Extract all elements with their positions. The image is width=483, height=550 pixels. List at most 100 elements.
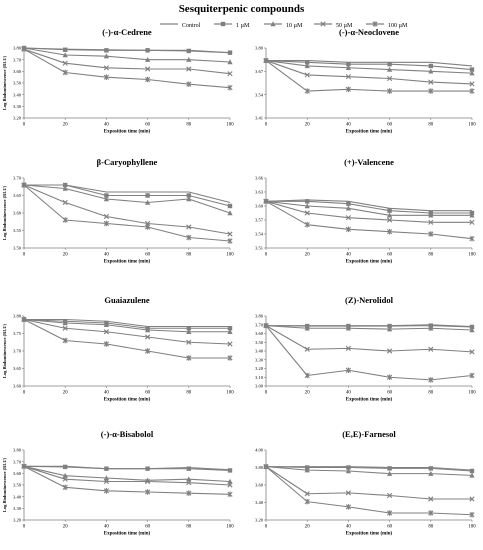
y-tick-label: 3.80 — [13, 448, 22, 453]
data-point — [345, 64, 351, 70]
legend-label: 100 µM — [388, 23, 408, 29]
data-point — [345, 325, 351, 331]
x-tick-label: 100 — [226, 253, 234, 258]
data-point — [387, 348, 393, 354]
x-tick-label: 20 — [63, 253, 68, 258]
series-line — [23, 465, 231, 471]
data-point — [62, 60, 68, 66]
data-point — [62, 199, 68, 206]
series-line — [265, 60, 473, 71]
data-point — [387, 510, 393, 516]
y-tick-label: 3.30 — [255, 357, 264, 362]
series-line — [265, 60, 473, 85]
data-point — [103, 488, 109, 494]
x-tick-label: 80 — [428, 525, 433, 530]
data-point — [63, 182, 68, 188]
data-point — [304, 491, 310, 497]
x-tick-label: 40 — [104, 391, 109, 396]
y-tick-label: 3.60 — [13, 384, 22, 389]
series-line — [265, 200, 473, 240]
y-tick-label: 3.50 — [13, 81, 22, 86]
y-tick-label: 3.75 — [13, 331, 22, 336]
chart-panel: (Z)-Nerolidol 3.00 3.10 3.20 3.30 3.40 3.50 3.6… — [255, 295, 476, 403]
x-tick-label: 0 — [265, 123, 268, 128]
data-point — [103, 321, 109, 327]
data-point — [304, 210, 310, 216]
x-tick-label: 20 — [305, 253, 310, 258]
x-tick-label: 20 — [305, 525, 310, 530]
data-point — [428, 496, 434, 502]
data-point — [186, 328, 192, 334]
data-point — [186, 234, 192, 241]
y-tick-label: 3.60 — [255, 331, 264, 336]
series — [263, 198, 475, 242]
x-tick-label: 20 — [63, 123, 68, 128]
y-tick-label: 3.70 — [255, 322, 264, 327]
x-tick-label: 40 — [346, 391, 351, 396]
series-line — [23, 47, 231, 54]
data-point — [304, 346, 310, 352]
data-point — [145, 193, 150, 198]
legend-label: 1 µM — [236, 23, 250, 29]
data-point — [469, 235, 475, 242]
data-point — [263, 463, 269, 470]
series — [21, 182, 233, 244]
x-tick-label: 40 — [104, 123, 109, 128]
series — [263, 464, 475, 502]
data-point — [103, 478, 109, 485]
y-tick-label: 3.66 — [255, 176, 264, 181]
x-tick-label: 80 — [428, 391, 433, 396]
data-point — [428, 212, 434, 218]
data-point — [387, 374, 393, 381]
data-point — [304, 372, 310, 379]
data-point — [186, 355, 192, 361]
series — [21, 46, 233, 91]
x-tick-label: 60 — [145, 123, 150, 128]
chart-panel: (E,E)-Farnesol 3.20 3.40 3.60 3.80 4.00 0 20 40 6… — [255, 429, 476, 537]
legend-item: 50 µM — [314, 21, 353, 29]
series-line — [265, 466, 473, 476]
x-tick-label: 100 — [226, 391, 234, 396]
series — [263, 199, 475, 216]
series — [21, 463, 233, 488]
y-tick-label: 3.57 — [255, 218, 264, 223]
data-point — [428, 470, 434, 476]
panel-title: (-)-α-Cedrene — [102, 27, 152, 37]
data-point — [263, 322, 269, 329]
data-point — [345, 86, 351, 93]
x-tick-label: 40 — [346, 525, 351, 530]
data-point — [428, 325, 434, 331]
data-point — [387, 326, 393, 332]
data-point — [469, 511, 475, 518]
x-tick-label: 80 — [186, 253, 191, 258]
y-tick-label: 3.60 — [13, 69, 22, 74]
series-line — [266, 466, 473, 471]
x-tick-label: 100 — [468, 253, 476, 258]
data-point — [227, 491, 233, 498]
x-tick-label: 100 — [468, 123, 476, 128]
data-point — [21, 46, 27, 52]
data-point — [62, 337, 68, 344]
data-point — [227, 328, 233, 334]
chart-panel: (-)-α-Cedrene 3.20 3.30 3.40 3.50 3.60 3.70 3.8… — [2, 27, 234, 135]
data-point — [304, 203, 310, 209]
data-point — [469, 372, 475, 379]
y-tick-label: 3.80 — [255, 314, 264, 319]
data-point — [469, 219, 475, 225]
data-point — [387, 61, 392, 67]
data-point — [304, 88, 310, 94]
data-point — [103, 341, 109, 347]
data-point — [145, 224, 151, 230]
y-tick-label: 3.41 — [255, 116, 263, 121]
x-tick-label: 0 — [23, 253, 26, 258]
series — [263, 57, 475, 76]
data-point — [186, 81, 192, 87]
legend: Control 1 µM 10 µM 50 µM 100 µM — [0, 18, 483, 30]
chart-panel: (-)-α-Neoclovene 3.41 3.54 3.67 3.80 0 20 40 60 8… — [255, 27, 476, 135]
x-tick-label: 80 — [186, 123, 191, 128]
legend-item: 1 µM — [214, 21, 250, 29]
legend-label: 50 µM — [336, 23, 353, 29]
data-point — [227, 50, 233, 55]
data-point — [227, 482, 233, 488]
data-point — [145, 66, 151, 72]
